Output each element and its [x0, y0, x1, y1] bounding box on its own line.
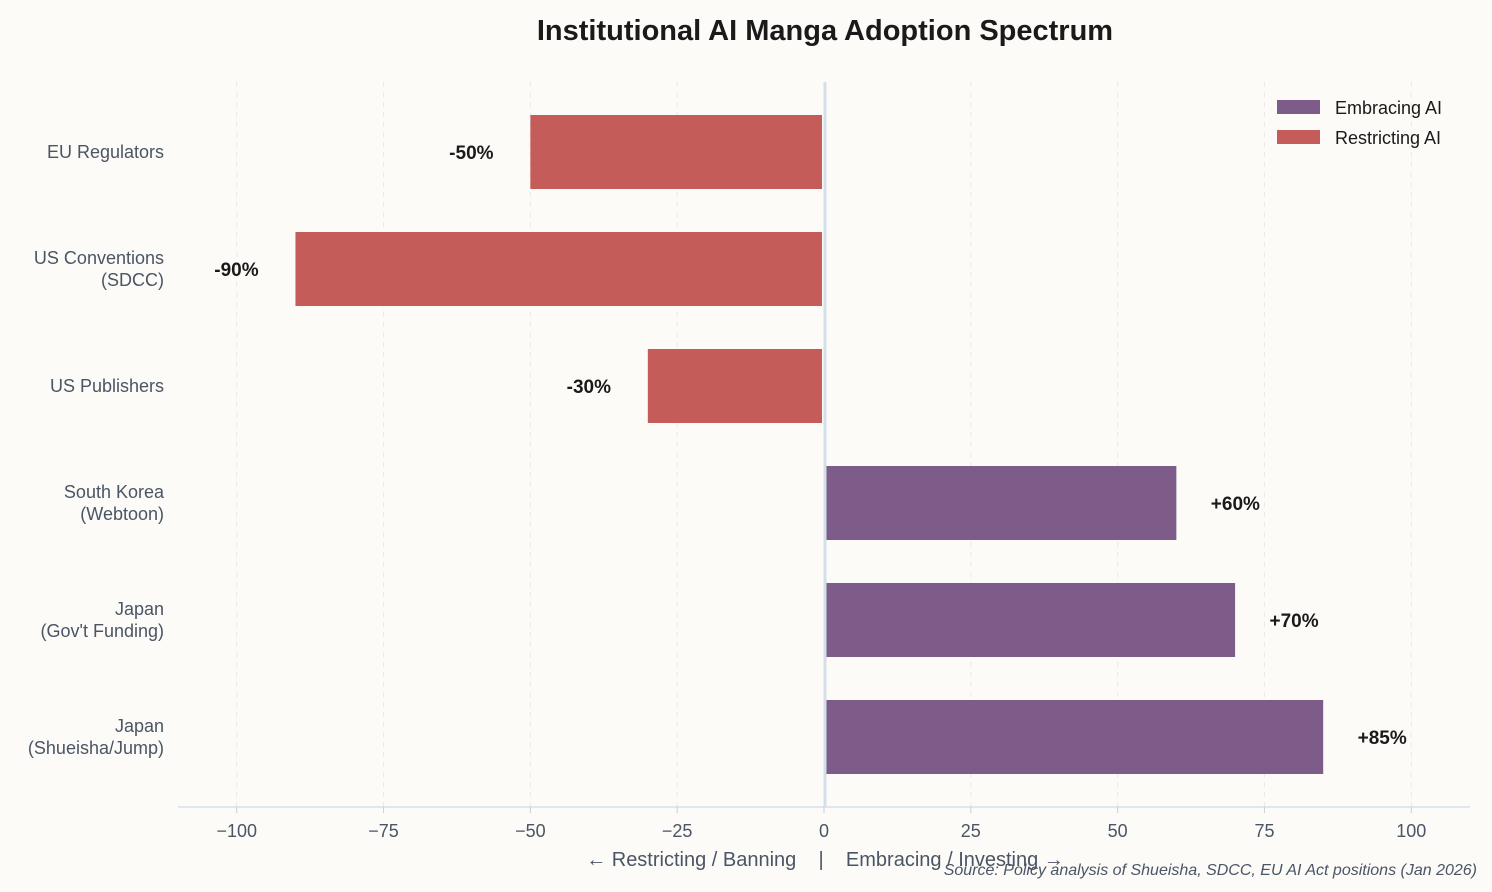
data-label: +70%	[1270, 611, 1319, 632]
y-tick-label: (Shueisha/Jump)	[28, 738, 164, 758]
y-tick-label: US Conventions	[34, 248, 164, 268]
legend-label-embracing: Embracing AI	[1335, 98, 1442, 118]
data-label: -30%	[567, 377, 611, 398]
y-tick-label: (SDCC)	[101, 270, 164, 290]
bar	[295, 232, 822, 306]
bar	[530, 115, 822, 189]
x-ticks: −100 −75 −50 −25 0 25 50 75 100	[216, 807, 1426, 841]
data-label: -90%	[214, 260, 258, 281]
y-tick-label: (Webtoon)	[80, 504, 164, 524]
data-label: -50%	[449, 143, 493, 164]
x-tick-label: 25	[961, 821, 981, 841]
x-tick-label: −100	[216, 821, 257, 841]
x-tick-label: −50	[515, 821, 546, 841]
legend: Embracing AI Restricting AI	[1277, 98, 1442, 148]
y-tick-label: US Publishers	[50, 376, 164, 396]
x-tick-label: 100	[1396, 821, 1426, 841]
legend-swatch-restricting	[1277, 130, 1320, 144]
y-tick-label: Japan	[115, 716, 164, 736]
x-tick-label: 50	[1108, 821, 1128, 841]
bar	[826, 466, 1177, 540]
y-tick-label: Japan	[115, 599, 164, 619]
bars: -50% -90% -30% +60% +70% +85%	[214, 115, 1407, 774]
x-axis-label: ← Restricting / Banning | Embracing / In…	[586, 849, 1064, 871]
y-tick-label: South Korea	[64, 482, 165, 502]
data-label: +60%	[1211, 494, 1260, 515]
y-tick-label: (Gov't Funding)	[41, 621, 165, 641]
grid	[236, 82, 1412, 807]
legend-label-restricting: Restricting AI	[1335, 128, 1441, 148]
x-tick-label: −25	[662, 821, 693, 841]
bar	[647, 349, 822, 423]
y-tick-label: EU Regulators	[47, 142, 164, 162]
bar	[826, 700, 1324, 774]
x-tick-label: 75	[1254, 821, 1274, 841]
data-label: +85%	[1358, 728, 1407, 749]
x-tick-label: −75	[368, 821, 399, 841]
bar	[826, 583, 1236, 657]
legend-swatch-embracing	[1277, 100, 1320, 114]
chart-title: Institutional AI Manga Adoption Spectrum	[537, 15, 1113, 47]
x-tick-label: 0	[819, 821, 829, 841]
source-note: Source: Policy analysis of Shueisha, SDC…	[944, 862, 1477, 879]
y-tick-labels: EU Regulators US Conventions(SDCC) US Publ…	[28, 142, 165, 758]
